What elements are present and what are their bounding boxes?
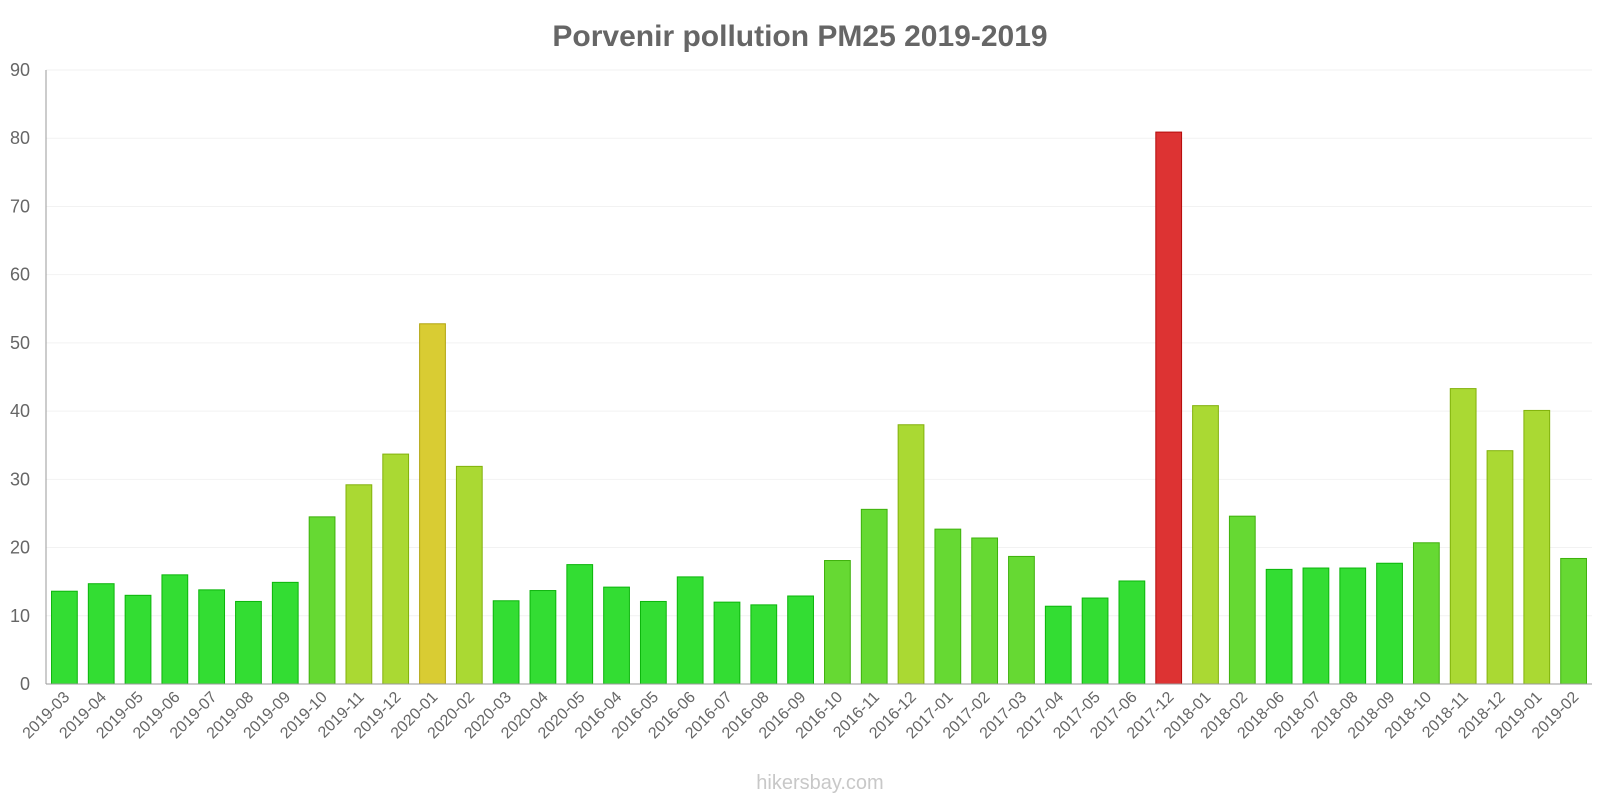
y-tick-label: 30 [10, 469, 30, 489]
bar-2017-03[interactable] [1008, 555, 1035, 685]
bar-2018-08[interactable] [1339, 567, 1367, 685]
bar-2019-05[interactable] [124, 594, 152, 685]
bar-2018-11[interactable] [1449, 388, 1477, 685]
bar-2016-12[interactable] [897, 424, 925, 685]
bar-2019-10[interactable] [308, 516, 336, 685]
bar-2017-01[interactable] [934, 528, 962, 685]
chart-title: Porvenir pollution PM25 2019-2019 [552, 20, 1047, 53]
bar-2016-05[interactable] [639, 600, 667, 685]
bar-2019-11[interactable] [345, 484, 373, 685]
bar-2019-02[interactable] [1560, 557, 1587, 685]
bar-2018-02[interactable] [1228, 515, 1256, 685]
bar-2018-06[interactable] [1265, 568, 1293, 685]
y-tick-label: 0 [20, 674, 30, 694]
bar-2018-09[interactable] [1376, 562, 1403, 685]
bar-2016-07[interactable] [713, 601, 741, 685]
watermark: hikersbay.com [756, 772, 883, 794]
bar-2020-03[interactable] [492, 600, 520, 685]
bar-2019-03[interactable] [51, 590, 78, 685]
bar-2020-02[interactable] [455, 465, 483, 685]
bar-2019-08[interactable] [235, 600, 262, 685]
bar-2020-05[interactable] [566, 564, 594, 685]
bar-2017-02[interactable] [971, 537, 999, 685]
bar-2018-01[interactable] [1192, 405, 1219, 685]
bars [51, 131, 1587, 685]
bar-2018-07[interactable] [1302, 567, 1330, 685]
y-tick-label: 20 [10, 538, 30, 558]
y-tick-label: 70 [10, 196, 30, 216]
y-tick-label: 90 [10, 60, 30, 80]
grid-lines [46, 69, 1592, 617]
bar-2020-04[interactable] [529, 590, 557, 685]
bar-2016-08[interactable] [750, 604, 778, 685]
bar-2019-09[interactable] [271, 581, 299, 685]
bar-2020-01[interactable] [419, 323, 446, 685]
y-tick-label: 80 [10, 128, 30, 148]
bar-2018-12[interactable] [1486, 450, 1514, 685]
bar-2016-09[interactable] [787, 595, 814, 685]
bar-2017-12[interactable] [1155, 131, 1183, 685]
bar-2019-04[interactable] [87, 583, 115, 685]
bar-2018-10[interactable] [1412, 542, 1440, 685]
bar-2019-12[interactable] [382, 453, 410, 685]
y-tick-label: 40 [10, 401, 30, 421]
bar-2019-06[interactable] [161, 574, 189, 685]
bar-2017-06[interactable] [1118, 580, 1146, 685]
bar-2016-11[interactable] [860, 508, 888, 685]
y-tick-label: 50 [10, 333, 30, 353]
bar-2019-07[interactable] [198, 589, 226, 685]
y-tick-label: 60 [10, 265, 30, 285]
x-axis-ticks: 2019-032019-042019-052019-062019-072019-… [20, 689, 1583, 743]
bar-2016-06[interactable] [676, 576, 704, 685]
bar-2016-10[interactable] [824, 560, 851, 685]
bar-2017-05[interactable] [1081, 597, 1109, 685]
bar-2017-04[interactable] [1044, 605, 1072, 685]
y-axis-ticks: 0 10 20 30 40 50 60 70 80 90 [10, 60, 30, 694]
bar-2019-01[interactable] [1523, 409, 1551, 685]
bar-2016-04[interactable] [603, 586, 630, 685]
y-tick-label: 10 [10, 606, 30, 626]
